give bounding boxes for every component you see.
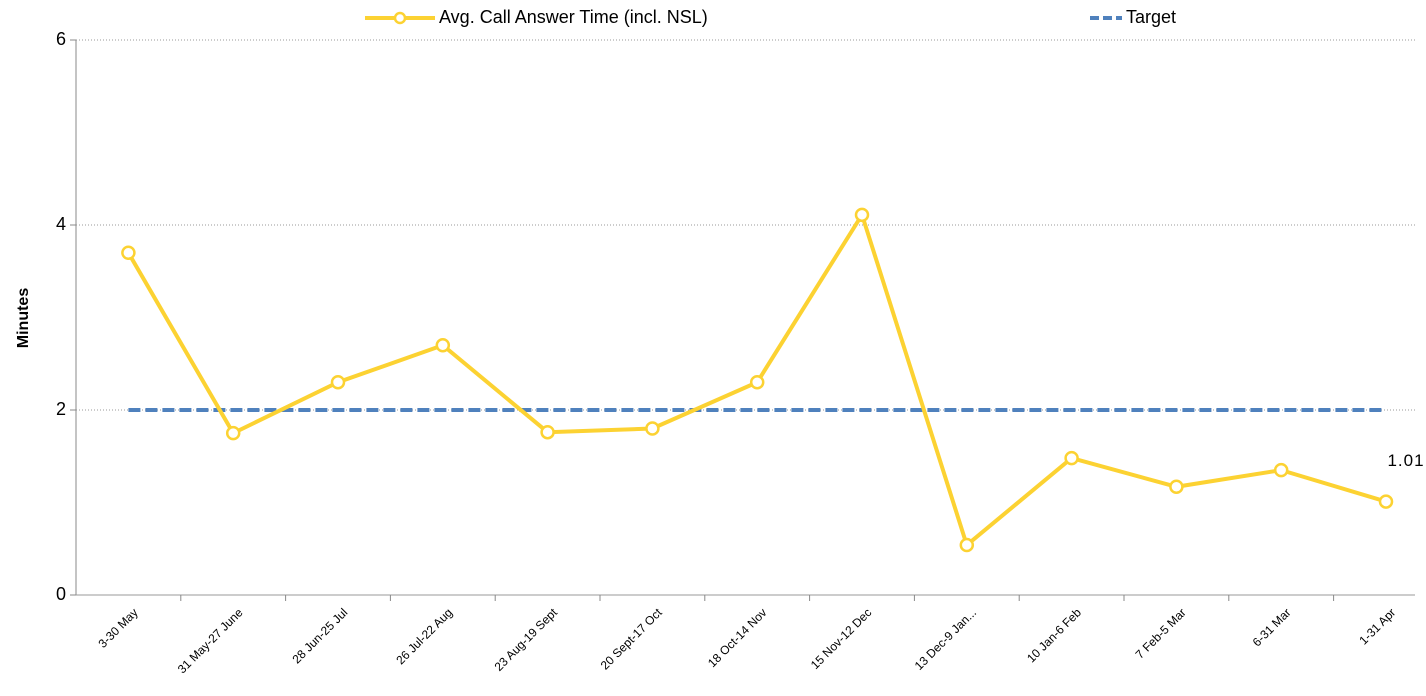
marker [121, 245, 136, 260]
y-axis-title: Minutes [15, 288, 32, 349]
x-tick-label: 10 Jan-6 Feb [1024, 605, 1084, 665]
marker [645, 421, 660, 436]
x-tick-label: 15 Nov-12 Dec [808, 605, 875, 672]
data-label: 1.01 [1387, 451, 1424, 470]
x-tick-label: 1-31 Apr [1356, 605, 1398, 647]
marker [854, 207, 870, 223]
marker [1064, 450, 1079, 466]
marker [749, 375, 765, 390]
legend-marker [393, 11, 407, 25]
y-tick-label: 0 [56, 584, 66, 604]
marker [1169, 479, 1184, 495]
marker [435, 338, 451, 353]
x-tick-label: 18 Oct-14 Nov [705, 605, 770, 670]
x-tick-label: 28 Jun-25 Jul [290, 605, 351, 666]
y-tick-label: 2 [56, 399, 66, 419]
x-tick-label: 13 Dec-9 Jan... [912, 605, 979, 672]
y-tick-label: 6 [56, 29, 66, 49]
marker [1378, 494, 1394, 509]
marker [959, 537, 975, 553]
marker [1273, 462, 1289, 478]
legend-label: Target [1126, 7, 1176, 27]
x-tick-label: 23 Aug-19 Sept [492, 605, 561, 674]
x-tick-label: 20 Sept-17 Oct [598, 605, 665, 672]
x-tick-label: 6-31 Mar [1250, 605, 1294, 649]
x-tick-label: 3-30 May [95, 605, 140, 650]
marker [540, 424, 555, 440]
x-tick-label: 7 Feb-5 Mar [1133, 605, 1189, 661]
marker [330, 375, 346, 390]
y-tick-label: 4 [56, 214, 66, 234]
marker [225, 425, 241, 441]
legend-label: Avg. Call Answer Time (incl. NSL) [439, 7, 708, 27]
x-tick-label: 26 Jul-22 Aug [393, 605, 455, 667]
x-tick-label: 31 May-27 June [175, 605, 246, 676]
